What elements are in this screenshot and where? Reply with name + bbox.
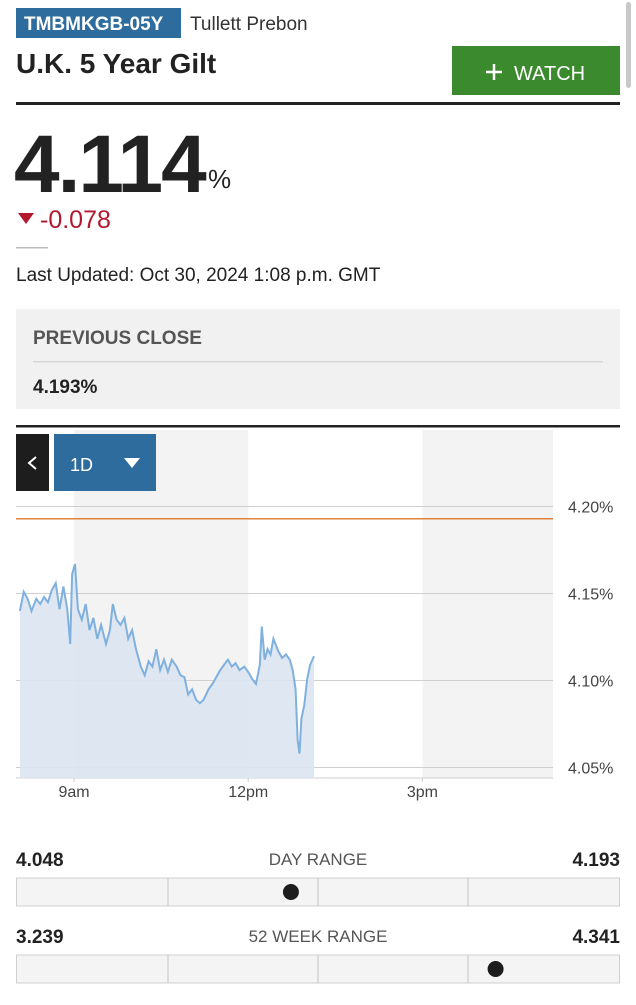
price-line — [18, 563, 315, 754]
previous-close-value: 4.193% — [33, 377, 98, 398]
range-low: 4.048 — [16, 850, 64, 871]
chevron-icon — [27, 456, 37, 470]
watch-button-bg[interactable] — [452, 46, 620, 95]
range-high: 4.341 — [572, 927, 620, 948]
rule — [16, 102, 620, 105]
plot-band — [422, 430, 553, 778]
back-button-bg[interactable] — [16, 434, 49, 491]
instrument-name: U.K. 5 Year Gilt — [16, 48, 216, 79]
watch-label[interactable]: WATCH — [514, 63, 585, 85]
last-updated: Last Updated: Oct 30, 2024 1:08 p.m. GMT — [16, 265, 381, 286]
y-tick-label: 4.20% — [568, 500, 613, 517]
x-tick-label: 9am — [58, 784, 89, 801]
previous-close-label: PREVIOUS CLOSE — [33, 328, 202, 349]
range-selector[interactable]: 1D — [54, 434, 156, 491]
divider — [33, 361, 603, 363]
scrollbar — [626, 2, 631, 88]
watch-button[interactable]: WATCH — [452, 46, 620, 95]
rule — [16, 425, 620, 428]
y-tick-label: 4.15% — [568, 587, 613, 604]
range-selector-bg[interactable] — [54, 434, 156, 491]
x-tick-label: 3pm — [407, 784, 438, 801]
price-unit: % — [208, 164, 231, 194]
plus-icon — [486, 64, 502, 80]
change: -0.078 — [40, 206, 111, 234]
range-label[interactable]: 1D — [70, 455, 93, 475]
range-high: 4.193 — [572, 850, 620, 871]
price: 4.114 — [14, 119, 207, 210]
range-label: DAY RANGE — [269, 850, 368, 869]
chart: 4.05% 4.10% 4.15% 4.20% 9am 12pm 3pm — [16, 430, 613, 801]
y-tick-label: 4.10% — [568, 674, 613, 691]
ranges: 4.048 DAY RANGE 4.193 3.239 52 WEEK RANGE 4.3… — [16, 850, 620, 984]
ticker: TMBMKGB-05Y — [24, 14, 164, 35]
ticker-badge — [16, 8, 181, 38]
range-marker — [487, 961, 504, 977]
range-label: 52 WEEK RANGE — [249, 927, 388, 946]
range-marker — [282, 884, 299, 900]
previous-close-box — [16, 309, 620, 409]
divider — [16, 247, 48, 249]
x-tick-label: 12pm — [228, 784, 268, 801]
y-tick-label: 4.05% — [568, 761, 613, 778]
down-arrow — [18, 213, 34, 224]
range-low: 3.239 — [16, 927, 64, 948]
source: Tullett Prebon — [190, 14, 308, 35]
back-button[interactable] — [16, 434, 49, 491]
dropdown-icon — [124, 458, 140, 468]
